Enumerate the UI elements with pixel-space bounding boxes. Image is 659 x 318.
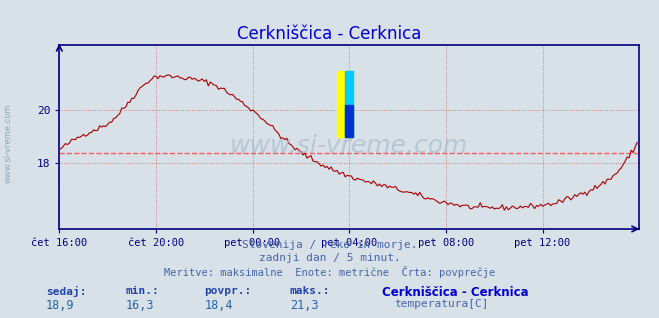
Text: sedaj:: sedaj: [46,286,86,297]
Text: povpr.:: povpr.: [204,286,252,296]
Text: www.si-vreme.com: www.si-vreme.com [3,103,13,183]
Text: maks.:: maks.: [290,286,330,296]
Text: 18,9: 18,9 [46,299,74,312]
Bar [345,71,353,137]
Text: Meritve: maksimalne  Enote: metrične  Črta: povprečje: Meritve: maksimalne Enote: metrične Črta… [164,266,495,278]
Text: Slovenija / reke in morje.: Slovenija / reke in morje. [242,240,417,250]
Text: Cerkniščica - Cerknica: Cerkniščica - Cerknica [237,25,422,44]
Text: min.:: min.: [125,286,159,296]
Text: 21,3: 21,3 [290,299,318,312]
Bar [345,105,353,137]
Text: www.si-vreme.com: www.si-vreme.com [230,134,469,158]
Bar [337,71,353,137]
Text: 16,3: 16,3 [125,299,154,312]
Text: Cerkniščica - Cerknica: Cerkniščica - Cerknica [382,286,529,299]
Text: zadnji dan / 5 minut.: zadnji dan / 5 minut. [258,253,401,263]
Text: 18,4: 18,4 [204,299,233,312]
Text: temperatura[C]: temperatura[C] [394,299,488,309]
